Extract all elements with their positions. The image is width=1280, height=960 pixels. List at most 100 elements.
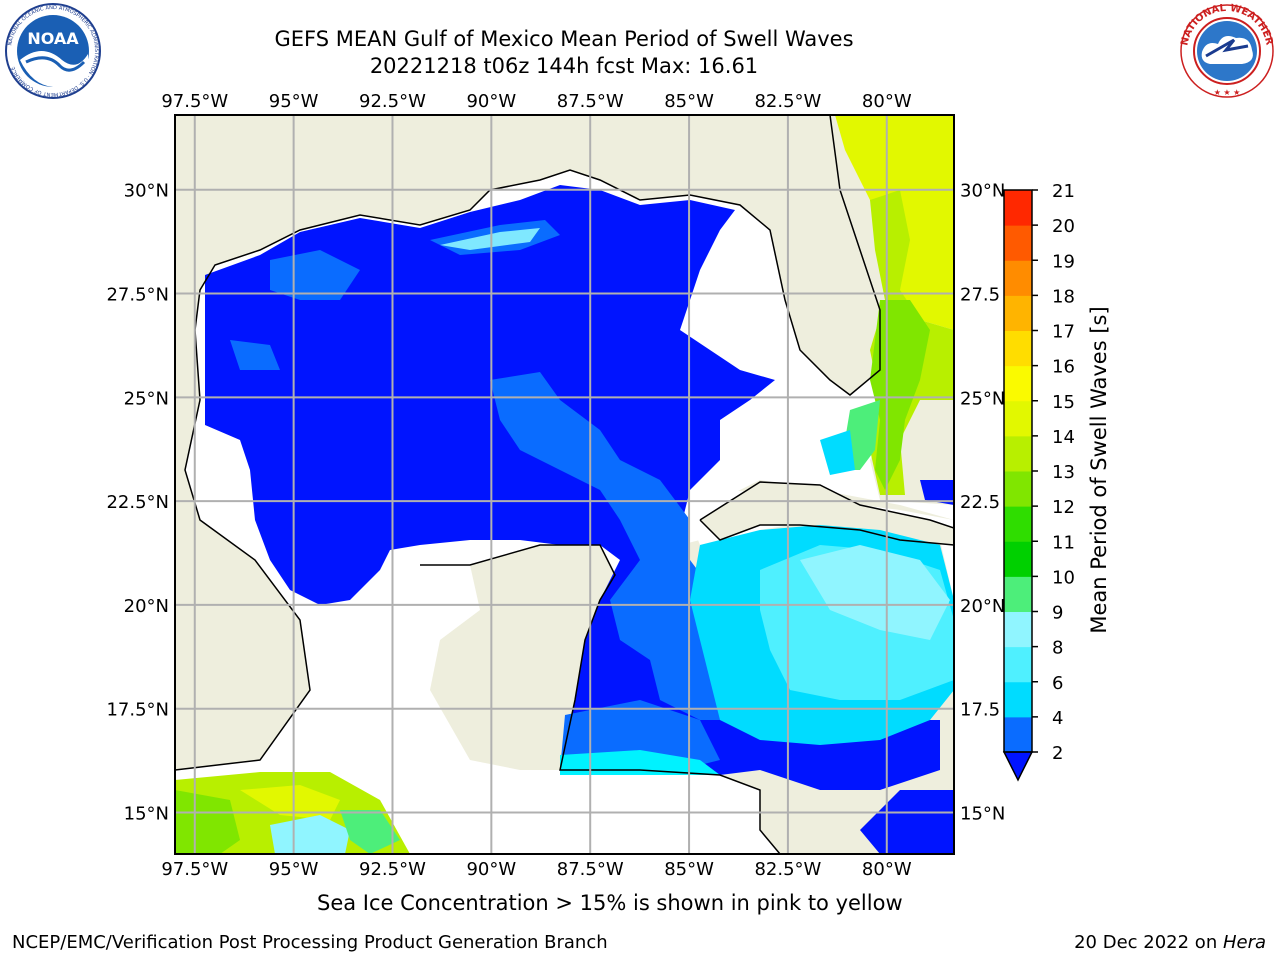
colorbar-tick-label: 6 xyxy=(1052,673,1063,694)
colorbar-bin xyxy=(1004,330,1032,367)
florida-land xyxy=(740,115,880,390)
colorbar-bin xyxy=(1004,716,1032,753)
colorbar-tick-label: 21 xyxy=(1052,181,1075,202)
lon-tick-label: 85°W xyxy=(664,859,714,880)
lat-tick-label: 20°N xyxy=(960,596,1005,617)
lat-tick-label: 15°N xyxy=(124,803,169,824)
lon-tick-label: 82.5°W xyxy=(754,859,821,880)
lat-tick-label: 27.5°N xyxy=(106,285,169,306)
lat-tick-label: 30°N xyxy=(124,181,169,202)
lon-tick-label: 92.5°W xyxy=(359,859,426,880)
chart-title: GEFS MEAN Gulf of Mexico Mean Period of … xyxy=(274,27,854,51)
chart-subtitle: 20221218 t06z 144h fcst Max: 16.61 xyxy=(369,54,759,78)
noaa-logo-text: NOAA xyxy=(27,29,79,48)
swell-area-6-8-strait xyxy=(440,228,540,250)
swell-area-2-4c xyxy=(270,250,360,300)
lat-tick-label: 17.5°N xyxy=(106,700,169,721)
gridlines xyxy=(175,115,954,854)
svg-text:★ ★ ★: ★ ★ ★ xyxy=(1214,88,1241,97)
lon-tick-label: 90°W xyxy=(466,91,516,112)
lon-tick-label: 80°W xyxy=(862,91,912,112)
lat-tick-label: 25°N xyxy=(960,388,1005,409)
lon-labels-bottom: 97.5°W 95°W 92.5°W 90°W 87.5°W 85°W 82.5°W 80°W xyxy=(161,859,912,880)
lon-labels-top: 97.5°W 95°W 92.5°W 90°W 87.5°W 85°W 82.5°W 80°W xyxy=(161,91,912,112)
nws-logo: NATIONAL WEATHER SERVICE ★ ★ ★ xyxy=(1176,2,1275,98)
colorbar-tick-label: 9 xyxy=(1052,603,1063,624)
colorbar-bin xyxy=(1004,611,1032,648)
lat-labels-right: 30°N 27.5 25°N 22.5 20°N 17.5 15°N xyxy=(960,181,1005,825)
swell-area-atlantic-blue xyxy=(920,480,954,505)
swell-area-2-4d xyxy=(230,340,280,370)
lon-tick-label: 87.5°W xyxy=(557,91,624,112)
lat-tick-label: 30°N xyxy=(960,181,1005,202)
colorbar-bin xyxy=(1004,681,1032,718)
lon-tick-label: 95°W xyxy=(269,859,319,880)
swell-area-pacific-12 xyxy=(175,790,240,854)
swell-area-atlantic-11 xyxy=(870,300,930,490)
lat-tick-label: 25°N xyxy=(124,388,169,409)
colorbar-tick-label: 16 xyxy=(1052,357,1075,378)
lat-tick-label: 15°N xyxy=(960,803,1005,824)
colorbar-bin xyxy=(1004,646,1032,683)
lon-tick-label: 92.5°W xyxy=(359,91,426,112)
colorbar-tick-label: 15 xyxy=(1052,392,1075,413)
colorbar-tick-label: 18 xyxy=(1052,286,1075,307)
colorbar-tick-label: 10 xyxy=(1052,567,1075,588)
swell-area-pacific-8 xyxy=(270,815,350,854)
map-frame xyxy=(174,114,955,855)
noaa-logo: NOAA NATIONAL OCEANIC AND ATMOSPHERIC AD… xyxy=(5,3,101,99)
lon-tick-label: 97.5°W xyxy=(161,91,228,112)
swell-area-pacific-10 xyxy=(340,810,400,854)
lon-tick-label: 90°W xyxy=(466,859,516,880)
lon-tick-label: 87.5°W xyxy=(557,859,624,880)
colorbar-extend-arrow xyxy=(1002,751,1034,782)
footer-credit: NCEP/EMC/Verification Post Processing Pr… xyxy=(12,932,608,953)
colorbar-bin xyxy=(1004,365,1032,402)
colorbar-bin xyxy=(1004,190,1032,226)
swell-area-atlantic-cyan xyxy=(820,430,855,475)
colorbar-tick-label: 20 xyxy=(1052,216,1075,237)
lon-tick-label: 85°W xyxy=(664,91,714,112)
lon-tick-label: 82.5°W xyxy=(754,91,821,112)
colorbar-bin xyxy=(1004,225,1032,261)
lon-tick-label: 80°W xyxy=(862,859,912,880)
colorbar-bin xyxy=(1004,295,1032,331)
colorbar-tick-label: 14 xyxy=(1052,427,1075,448)
swell-area-pacific-14 xyxy=(240,785,340,820)
lat-tick-label: 22.5 xyxy=(960,492,1000,513)
lon-tick-label: 95°W xyxy=(269,91,319,112)
swell-area-8-9 xyxy=(800,545,950,640)
lat-tick-label: 20°N xyxy=(124,596,169,617)
swell-area-se-blue xyxy=(860,790,954,854)
colorbar-tick-label: 17 xyxy=(1052,322,1075,343)
lat-tick-label: 22.5°N xyxy=(106,492,169,513)
colorbar-tick-label: 13 xyxy=(1052,462,1075,483)
swell-area-under xyxy=(205,185,940,790)
swell-area-cyan-strip xyxy=(560,750,720,775)
footer-host: Hera xyxy=(1222,932,1266,953)
colorbar-bin xyxy=(1004,260,1032,296)
footer-date: 20 Dec 2022 on Hera xyxy=(1074,932,1266,953)
lat-tick-label: 17.5 xyxy=(960,700,1000,721)
cuba-land xyxy=(700,482,954,545)
colorbar-bin xyxy=(1004,435,1032,472)
lat-labels-left: 30°N 27.5°N 25°N 22.5°N 20°N 17.5°N 15°N xyxy=(106,181,169,825)
colorbar-label: Mean Period of Swell Waves [s] xyxy=(1087,306,1111,633)
lat-tick-label: 27.5 xyxy=(960,285,1000,306)
colorbar-bin xyxy=(1004,541,1032,577)
sea-ice-note: Sea Ice Concentration > 15% is shown in … xyxy=(317,891,903,915)
colorbar-tick-label: 2 xyxy=(1052,743,1063,764)
colorbar-tick-label: 4 xyxy=(1052,708,1063,729)
colorbar-bin xyxy=(1004,471,1032,507)
coastline-yucatan xyxy=(420,544,781,854)
footer-date-text: 20 Dec 2022 on xyxy=(1074,932,1223,953)
colorbar-tick-label: 8 xyxy=(1052,638,1063,659)
colorbar: 21 20 19 18 17 16 15 14 13 12 11 10 9 8 6 4 2 xyxy=(1002,181,1075,782)
colorbar-bin xyxy=(1004,400,1032,437)
coastline-cuba xyxy=(699,481,954,546)
colorbar-tick-label: 12 xyxy=(1052,497,1075,518)
colorbar-bin xyxy=(1004,506,1032,542)
colorbar-tick-label: 11 xyxy=(1052,532,1075,553)
lon-tick-label: 97.5°W xyxy=(161,859,228,880)
